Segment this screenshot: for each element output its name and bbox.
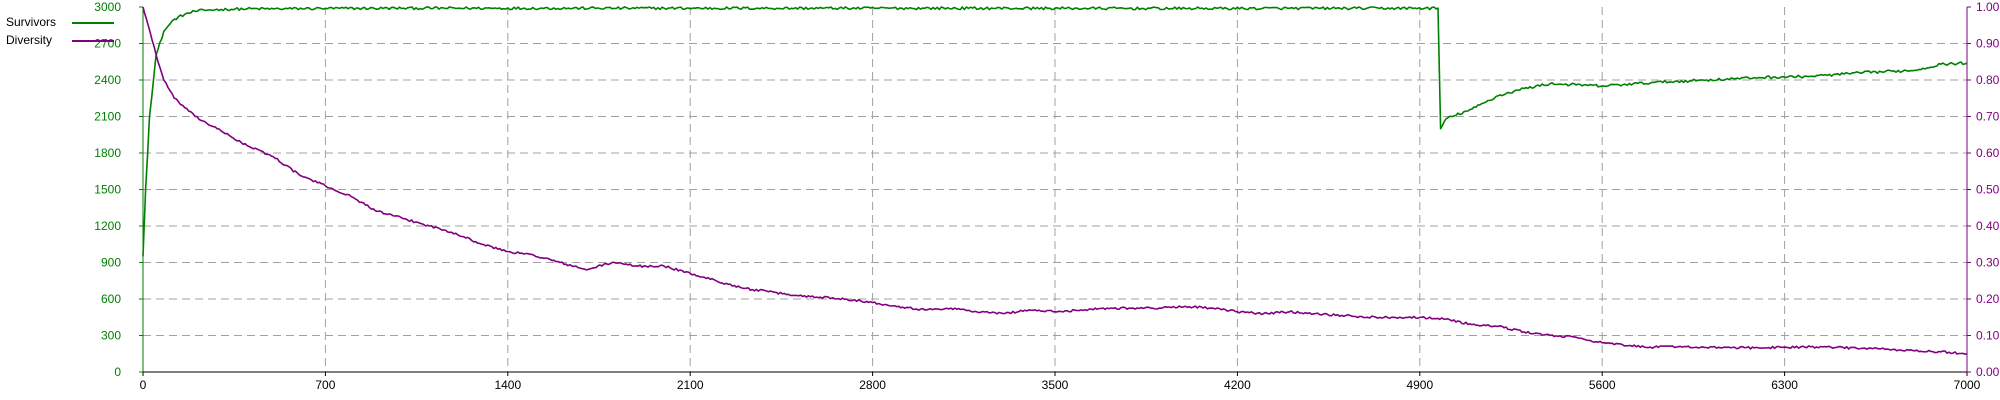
y-right-tick-label: 0.90 [1976,37,2000,51]
y-left-tick-label: 1800 [94,146,121,160]
x-tick-label: 0 [140,378,147,392]
y-right-tick-label: 0.20 [1976,292,2000,306]
x-tick-label: 700 [315,378,335,392]
x-tick-label: 4200 [1224,378,1251,392]
y-right-tick-label: 0.80 [1976,73,2000,87]
grid [143,7,1967,372]
y-left-tick-label: 600 [101,292,121,306]
x-tick-label: 5600 [1589,378,1616,392]
x-tick-label: 2100 [677,378,704,392]
series-group [142,6,1968,356]
y-right-tick-label: 0.00 [1976,365,2000,379]
y-left-tick-label: 0 [114,365,121,379]
y-right-tick-label: 0.70 [1976,110,2000,124]
y-right-tick-label: 0.10 [1976,329,2000,343]
y-right-tick-label: 0.30 [1976,256,2000,270]
x-tick-label: 4900 [1406,378,1433,392]
x-axis-ticks: 0 700 1400 2100 2800 3500 4200 4900 5600 6300 7000 [140,372,1981,392]
legend-label-diversity: Diversity [6,33,52,47]
x-tick-label: 7000 [1954,378,1981,392]
y-right-tick-label: 0.50 [1976,183,2000,197]
y-axis-left-ticks: 0 300 600 900 1200 1500 1800 2100 2400 2700 3000 [94,0,143,379]
y-left-tick-label: 900 [101,256,121,270]
y-left-tick-label: 2400 [94,73,121,87]
y-left-tick-label: 2100 [94,110,121,124]
series-line-diversity [142,6,1968,356]
x-tick-label: 2800 [859,378,886,392]
series-line-survivors [142,6,1968,257]
y-left-tick-label: 300 [101,329,121,343]
x-tick-label: 6300 [1771,378,1798,392]
y-axis-right-ticks: 0.00 0.10 0.20 0.30 0.40 0.50 0.60 0.70 0.80 0.90… [1967,0,2000,379]
x-tick-label: 3500 [1042,378,1069,392]
y-right-tick-label: 0.60 [1976,146,2000,160]
y-right-tick-label: 0.40 [1976,219,2000,233]
y-right-tick-label: 1.00 [1976,0,2000,14]
y-left-tick-label: 2700 [94,37,121,51]
legend: Survivors Diversity [6,15,114,47]
y-left-tick-label: 1200 [94,219,121,233]
legend-label-survivors: Survivors [6,15,56,29]
y-left-tick-label: 3000 [94,0,121,14]
y-left-tick-label: 1500 [94,183,121,197]
x-tick-label: 1400 [494,378,521,392]
